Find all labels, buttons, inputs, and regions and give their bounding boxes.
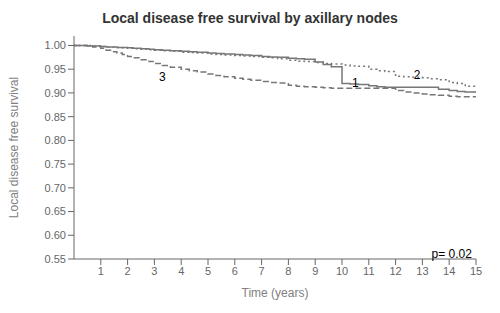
svg-text:2: 2 — [125, 265, 131, 277]
svg-text:3: 3 — [151, 265, 157, 277]
html-text:Local disease free survival by: Local disease free survival by axillary … — [102, 10, 398, 26]
svg-text:0.95: 0.95 — [45, 63, 66, 75]
svg-text:8: 8 — [285, 265, 291, 277]
svg-text:12: 12 — [389, 265, 401, 277]
svg-text:3: 3 — [159, 70, 166, 84]
svg-text:1: 1 — [98, 265, 104, 277]
svg-text:0.75: 0.75 — [45, 158, 66, 170]
svg-text:2: 2 — [414, 68, 421, 82]
svg-text:10: 10 — [336, 265, 348, 277]
svg-text:11: 11 — [363, 265, 374, 277]
svg-text:0.55: 0.55 — [45, 253, 66, 265]
svg-text:4: 4 — [178, 265, 184, 277]
svg-text:0.60: 0.60 — [45, 229, 66, 241]
svg-text:0.80: 0.80 — [45, 134, 66, 146]
svg-text:1.00: 1.00 — [45, 39, 66, 51]
svg-text:0.65: 0.65 — [45, 205, 66, 217]
svg-text:15: 15 — [470, 265, 482, 277]
svg-text:0.70: 0.70 — [45, 182, 66, 194]
svg-text:14: 14 — [443, 265, 455, 277]
svg-text:0.85: 0.85 — [45, 111, 66, 123]
svg-text:Local disease free survival: Local disease free survival — [8, 77, 21, 218]
svg-text:7: 7 — [259, 265, 265, 277]
svg-text:p= 0.02: p= 0.02 — [432, 247, 473, 261]
svg-text:0.90: 0.90 — [45, 87, 66, 99]
svg-text:1: 1 — [352, 76, 359, 90]
svg-text:9: 9 — [312, 265, 318, 277]
svg-text:13: 13 — [416, 265, 428, 277]
svg-text:5: 5 — [205, 265, 211, 277]
svg-text:6: 6 — [232, 265, 238, 277]
svg-text:Time (years): Time (years) — [242, 286, 309, 300]
